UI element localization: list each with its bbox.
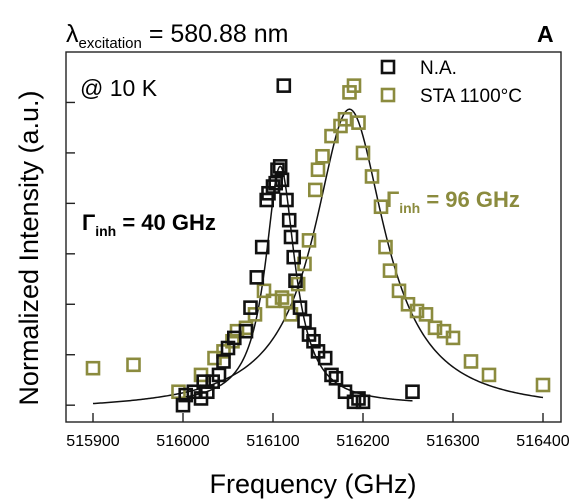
legend-marker-na bbox=[382, 61, 394, 73]
data-point-sta bbox=[465, 355, 477, 367]
data-point-na bbox=[251, 271, 263, 283]
legend: N.A. STA 1100°C bbox=[382, 58, 522, 107]
data-point-sta bbox=[87, 362, 99, 374]
data-point-na bbox=[407, 386, 419, 398]
legend-marker-sta bbox=[382, 89, 394, 101]
data-point-sta bbox=[537, 379, 549, 391]
data-point-sta bbox=[309, 184, 321, 196]
gamma-annotation-sta: Γinh = 96 GHz bbox=[386, 187, 520, 216]
x-tick-label: 516200 bbox=[336, 433, 389, 450]
data-point-sta bbox=[128, 359, 140, 371]
legend-label-sta: STA 1100°C bbox=[420, 86, 522, 107]
x-tick-label: 515900 bbox=[66, 433, 119, 450]
gamma-annotation-na: Γinh = 40 GHz bbox=[82, 210, 216, 239]
data-point-na bbox=[278, 80, 290, 92]
panel-label: A bbox=[537, 21, 554, 47]
data-point-sta bbox=[483, 369, 495, 381]
x-tick-label: 516300 bbox=[426, 433, 479, 450]
x-axis-ticks bbox=[93, 413, 543, 422]
temperature-label: @ 10 K bbox=[80, 75, 158, 101]
y-axis-label: Normalized Intensity (a.u.) bbox=[14, 90, 44, 405]
data-point-sta bbox=[312, 164, 324, 176]
y-axis-ticks bbox=[66, 102, 75, 405]
x-tick-label: 516400 bbox=[516, 433, 569, 450]
data-point-sta bbox=[317, 150, 329, 162]
data-points bbox=[87, 80, 549, 412]
x-tick-label: 516100 bbox=[246, 433, 299, 450]
chart-title: λexcitation = 580.88 nm bbox=[66, 20, 289, 52]
x-axis-tick-labels: 515900 516000 516100 516200 516300 516400 bbox=[66, 433, 569, 450]
legend-label-na: N.A. bbox=[420, 58, 457, 79]
x-axis-label: Frequency (GHz) bbox=[209, 469, 416, 499]
x-tick-label: 516000 bbox=[156, 433, 209, 450]
